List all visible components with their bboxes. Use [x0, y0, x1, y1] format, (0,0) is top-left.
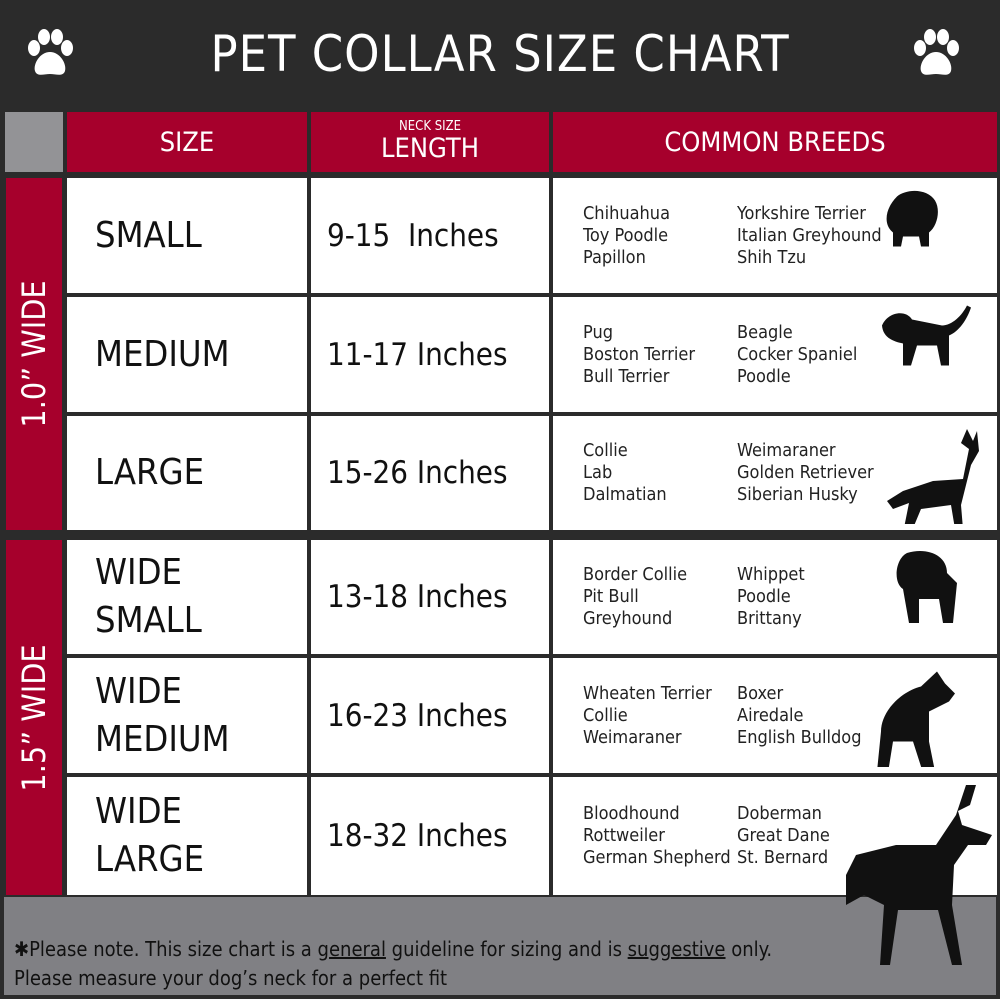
breed: Greyhound [583, 608, 673, 629]
group-label-1: 1.0” WIDE [6, 178, 62, 530]
breed: Siberian Husky [737, 484, 858, 505]
breed: Golden Retriever [737, 462, 874, 483]
breed: Collie [583, 704, 628, 726]
breed: Beagle [737, 321, 793, 343]
length-cell: 15-26 Inches [311, 416, 549, 530]
breed: Airedale [737, 704, 804, 726]
paw-icon [28, 29, 73, 75]
length-cell: 13-18 Inches [311, 540, 549, 654]
breed: Poodle [737, 586, 791, 607]
breed: Pug [583, 321, 613, 343]
size-word: WIDE [95, 670, 182, 712]
breed: Wheaten Terrier [583, 682, 712, 704]
group-label-text: 1.0” WIDE [15, 280, 53, 428]
corner-cell [5, 112, 63, 172]
page-title: PET COLLAR SIZE CHART [210, 25, 790, 83]
note-text: only. [725, 937, 773, 961]
length-cell: 16-23 Inches [311, 658, 549, 773]
breed: Doberman [737, 803, 822, 824]
breed: Papillon [583, 246, 646, 268]
breed: Lab [583, 462, 613, 483]
length-cell: 9-15 Inches [311, 178, 549, 293]
breed: Bull Terrier [583, 365, 670, 387]
breed: Cocker Spaniel [737, 343, 858, 365]
note-text: ✱Please note. This size chart is a [14, 937, 318, 961]
length-cell: 18-32 Inches [311, 777, 549, 895]
breeds-cell: Collie Lab Dalmatian Weimaraner Golden Retri… [553, 416, 997, 530]
header-breeds: COMMON BREEDS [553, 112, 997, 172]
note-general: general [317, 937, 386, 961]
breed: Dalmatian [583, 484, 667, 505]
dog-silhouette-icon [882, 305, 971, 366]
breed: Shih Tzu [737, 246, 807, 268]
breed: English Bulldog [737, 726, 862, 748]
footer-line-2: Please measure your dog’s neck for a per… [14, 966, 448, 990]
size-cell: WIDE SMALL [67, 540, 307, 654]
header-size-label: SIZE [159, 126, 215, 158]
breed: Pit Bull [583, 586, 639, 607]
paw-icon [914, 29, 959, 75]
breed: Poodle [737, 365, 791, 387]
size-cell: MEDIUM [67, 297, 307, 412]
group-label-2: 1.5” WIDE [6, 540, 62, 895]
size-word: WIDE [95, 552, 182, 593]
header-length-label: LENGTH [380, 133, 479, 164]
breed: Boxer [737, 682, 784, 704]
size-cell: LARGE [67, 416, 307, 530]
size-word: MEDIUM [95, 718, 230, 760]
breed: Weimaraner [737, 440, 836, 461]
header-breeds-label: COMMON BREEDS [664, 126, 886, 158]
breed: Italian Greyhound [737, 224, 882, 246]
breeds-cell: Pug Boston Terrier Bull Terrier Beagle Cocke… [553, 297, 997, 412]
group-label-text: 1.5” WIDE [15, 643, 53, 792]
footer-line-1: ✱Please note. This size chart is a gener… [14, 935, 986, 964]
dog-silhouette-icon [887, 429, 979, 524]
breed: Boston Terrier [583, 343, 696, 365]
header-length-small: NECK SIZE [399, 119, 461, 134]
note-text: guideline for sizing and is [385, 937, 628, 961]
breed: Chihuahua [583, 202, 670, 224]
breed: Bloodhound [583, 803, 680, 824]
dog-silhouette-icon [877, 671, 955, 767]
breed: Brittany [737, 608, 802, 629]
size-word: SMALL [95, 600, 202, 641]
breeds-cell: Border Collie Pit Bull Greyhound Whippet Poo… [553, 540, 997, 654]
breed: Border Collie [583, 564, 688, 585]
size-cell: WIDE LARGE [67, 777, 307, 895]
breed: Great Dane [737, 825, 830, 846]
dog-silhouette-icon [886, 190, 938, 247]
size-word: SMALL [95, 214, 202, 256]
header-length: NECK SIZE LENGTH [311, 112, 549, 172]
size-word: MEDIUM [95, 333, 230, 375]
footer-note: ✱Please note. This size chart is a gener… [4, 897, 996, 995]
breed: Rottweiler [583, 825, 665, 846]
dog-silhouette-icon [846, 785, 992, 965]
breed: Collie [583, 440, 628, 461]
breed: Weimaraner [583, 726, 682, 748]
size-cell: SMALL [67, 178, 307, 293]
breeds-cell: Chihuahua Toy Poodle Papillon Yorkshire Ter… [553, 178, 997, 293]
note-suggestive: suggestive [627, 937, 726, 961]
header-size: SIZE [67, 112, 307, 172]
breed: Toy Poodle [583, 224, 669, 246]
dog-silhouette-icon [896, 551, 957, 623]
breeds-cell: Wheaten Terrier Collie Weimaraner Boxer Aire… [553, 658, 997, 773]
size-word: WIDE [95, 791, 182, 832]
breed: St. Bernard [737, 847, 829, 868]
breed: Yorkshire Terrier [737, 202, 866, 224]
size-word: LARGE [95, 839, 205, 880]
length-cell: 11-17 Inches [311, 297, 549, 412]
size-cell: WIDE MEDIUM [67, 658, 307, 773]
size-word: LARGE [95, 452, 205, 493]
breed: German Shepherd [583, 847, 731, 868]
breed: Whippet [737, 564, 805, 585]
